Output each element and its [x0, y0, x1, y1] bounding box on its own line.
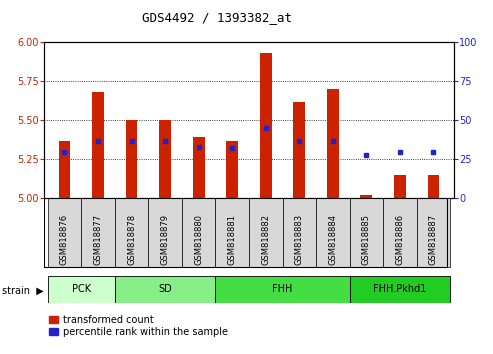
- Bar: [159, 120, 171, 198]
- Bar: [193, 137, 205, 198]
- Text: GSM818884: GSM818884: [328, 214, 337, 265]
- Bar: [59, 141, 70, 198]
- Bar: [282, 198, 316, 267]
- Text: GSM818880: GSM818880: [194, 214, 203, 265]
- Bar: [148, 198, 182, 267]
- Text: GSM818885: GSM818885: [362, 214, 371, 265]
- Bar: [350, 198, 383, 267]
- Text: GSM818887: GSM818887: [429, 214, 438, 265]
- Bar: [383, 198, 417, 267]
- Text: GSM818877: GSM818877: [94, 214, 103, 265]
- Bar: [327, 89, 339, 198]
- Legend: transformed count, percentile rank within the sample: transformed count, percentile rank withi…: [49, 315, 228, 337]
- Bar: [126, 120, 138, 198]
- Text: PCK: PCK: [71, 284, 91, 295]
- Bar: [48, 198, 81, 267]
- Bar: [115, 198, 148, 267]
- Text: GSM818886: GSM818886: [395, 214, 404, 265]
- Bar: [182, 198, 215, 267]
- Bar: [360, 195, 372, 198]
- Bar: [293, 102, 305, 198]
- Text: GSM818879: GSM818879: [161, 214, 170, 265]
- Bar: [394, 175, 406, 198]
- Text: GSM818882: GSM818882: [261, 214, 270, 265]
- Bar: [215, 198, 249, 267]
- Bar: [115, 276, 215, 303]
- Bar: [316, 198, 350, 267]
- Bar: [215, 276, 350, 303]
- Text: FHH.Pkhd1: FHH.Pkhd1: [373, 284, 426, 295]
- Bar: [260, 53, 272, 198]
- Text: GSM818876: GSM818876: [60, 214, 69, 265]
- Bar: [226, 141, 238, 198]
- Text: GSM818878: GSM818878: [127, 214, 136, 265]
- Text: SD: SD: [158, 284, 172, 295]
- Bar: [427, 175, 439, 198]
- Bar: [44, 198, 447, 267]
- Bar: [48, 276, 115, 303]
- Bar: [81, 198, 115, 267]
- Text: FHH: FHH: [272, 284, 293, 295]
- Bar: [249, 198, 282, 267]
- Bar: [417, 198, 450, 267]
- Text: strain  ▶: strain ▶: [2, 285, 44, 295]
- Text: GDS4492 / 1393382_at: GDS4492 / 1393382_at: [142, 11, 292, 24]
- Bar: [350, 276, 450, 303]
- Text: GSM818883: GSM818883: [295, 214, 304, 265]
- Text: GSM818881: GSM818881: [228, 214, 237, 265]
- Bar: [92, 92, 104, 198]
